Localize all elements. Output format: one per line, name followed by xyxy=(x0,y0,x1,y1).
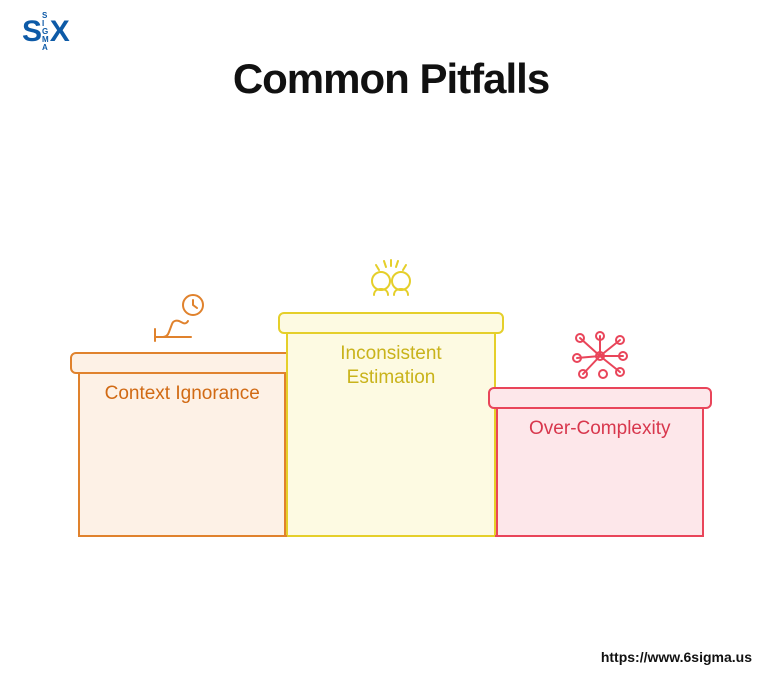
podium: Context Ignorance InconsistentEstimation xyxy=(78,237,704,537)
podium-baseline xyxy=(78,535,704,537)
podium-label-left: Context Ignorance xyxy=(80,364,284,406)
hand-clock-icon xyxy=(142,287,222,347)
podium-label-mid: InconsistentEstimation xyxy=(288,324,493,390)
six-sigma-logo: S SIGMA X xyxy=(22,12,69,52)
logo-x: X xyxy=(50,15,69,49)
logo-s: S xyxy=(22,15,41,49)
logo-sigma-vertical: SIGMA xyxy=(42,12,49,52)
baseline-seg-right xyxy=(495,535,704,537)
podium-block-right: Over-Complexity xyxy=(496,397,704,537)
baseline-seg-mid xyxy=(287,535,496,537)
podium-label-right: Over-Complexity xyxy=(498,399,702,441)
podium-block-left: Context Ignorance xyxy=(78,362,286,537)
baseline-seg-left xyxy=(78,535,287,537)
page-title: Common Pitfalls xyxy=(0,55,782,103)
podium-block-mid: InconsistentEstimation xyxy=(286,322,495,537)
network-icon xyxy=(560,322,640,382)
footer-url: https://www.6sigma.us xyxy=(601,649,752,665)
two-heads-icon xyxy=(351,247,431,307)
